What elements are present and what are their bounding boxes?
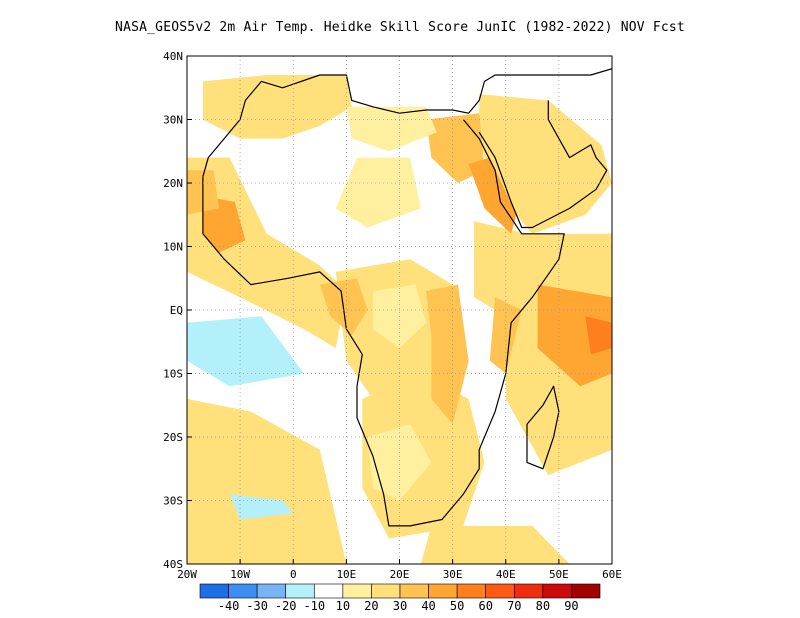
colorbar-swatch xyxy=(399,583,429,599)
lon-tick-label: 0 xyxy=(290,568,297,581)
lat-tick-label: 20S xyxy=(163,431,183,444)
coastline-north xyxy=(202,68,612,177)
region-senegal xyxy=(202,195,246,253)
colorbar-label: 20 xyxy=(364,599,378,613)
lon-tick-label: 20W xyxy=(177,568,197,581)
colorbar-swatch xyxy=(485,583,515,599)
colorbar: -40 -30 -20 -10 10 20 30 40 50 60 70 80 90 xyxy=(199,583,601,613)
colorbar-label: -40 xyxy=(218,599,240,613)
colorbar-label: 60 xyxy=(478,599,492,613)
colorbar-label: 70 xyxy=(507,599,521,613)
region-southern-ocean xyxy=(420,525,570,564)
colorbar-swatch xyxy=(542,583,572,599)
region-east-africa-strip xyxy=(489,297,522,374)
lat-tick-label: 40N xyxy=(163,50,183,63)
colorbar-swatch xyxy=(228,583,258,599)
region-east-rift xyxy=(426,284,469,425)
longitude-ticks: 20W 10W 0 10E 20E 30E 40E 50E 60E xyxy=(177,559,622,581)
colorbar-swatch xyxy=(456,583,487,599)
colorbar-swatch xyxy=(313,583,344,599)
graticule xyxy=(187,56,612,564)
colorbar-label: -10 xyxy=(303,599,325,613)
region-nw-sahara xyxy=(202,75,352,139)
colorbar-swatch xyxy=(371,583,401,599)
coastline-arabia xyxy=(478,100,608,229)
coastlines xyxy=(202,68,612,527)
lon-tick-label: 40E xyxy=(496,568,516,581)
region-libya-white xyxy=(346,106,437,152)
lon-tick-label: 10E xyxy=(336,568,356,581)
colorbar-label: -30 xyxy=(246,599,268,613)
lon-tick-label: 10W xyxy=(230,568,250,581)
colorbar-swatch xyxy=(513,583,544,599)
lat-tick-label: 10S xyxy=(163,368,183,381)
colorbar-swatch xyxy=(199,583,229,599)
lon-tick-label: 20E xyxy=(390,568,410,581)
colorbar-label: 80 xyxy=(536,599,550,613)
region-kalahari-white xyxy=(367,424,432,501)
region-south-atlantic xyxy=(187,398,347,564)
colorbar-label: 30 xyxy=(393,599,407,613)
region-south-atlantic-blue xyxy=(187,316,304,387)
colorbar-label: 40 xyxy=(421,599,435,613)
colorbar-swatch xyxy=(285,583,315,599)
lon-tick-label: 60E xyxy=(602,568,622,581)
region-arabia xyxy=(479,94,612,234)
colorbar-label: 50 xyxy=(450,599,464,613)
colorbar-label: 10 xyxy=(336,599,350,613)
lat-tick-label: EQ xyxy=(170,304,183,317)
region-indian-ocean-peak xyxy=(585,316,612,355)
lat-tick-label: 10N xyxy=(163,241,183,254)
region-sahara-white xyxy=(335,157,421,228)
region-cape-blue xyxy=(229,494,294,520)
lon-tick-label: 30E xyxy=(443,568,463,581)
colorbar-swatch xyxy=(428,583,458,599)
coastline-madagascar xyxy=(526,385,560,470)
coastline-africa xyxy=(202,119,565,527)
colorbar-label: 90 xyxy=(564,599,578,613)
colorbar-swatch xyxy=(342,583,372,599)
colorbar-swatch xyxy=(571,583,601,599)
lat-tick-label: 20N xyxy=(163,177,183,190)
region-red-sea xyxy=(468,157,517,234)
colorbar-swatch xyxy=(256,583,287,599)
region-ethiopia xyxy=(473,221,549,323)
lat-tick-label: 30N xyxy=(163,114,183,127)
map-title: NASA_GEOS5v2 2m Air Temp. Heidke Skill S… xyxy=(115,20,685,35)
region-indian-ocean-core xyxy=(537,284,612,387)
colorbar-label: -20 xyxy=(275,599,297,613)
latitude-ticks: 40N 30N 20N 10N EQ 10S 20S 30S 40S xyxy=(163,50,192,571)
lon-tick-label: 50E xyxy=(549,568,569,581)
lat-tick-label: 40S xyxy=(163,558,183,571)
lat-tick-label: 30S xyxy=(163,495,183,508)
